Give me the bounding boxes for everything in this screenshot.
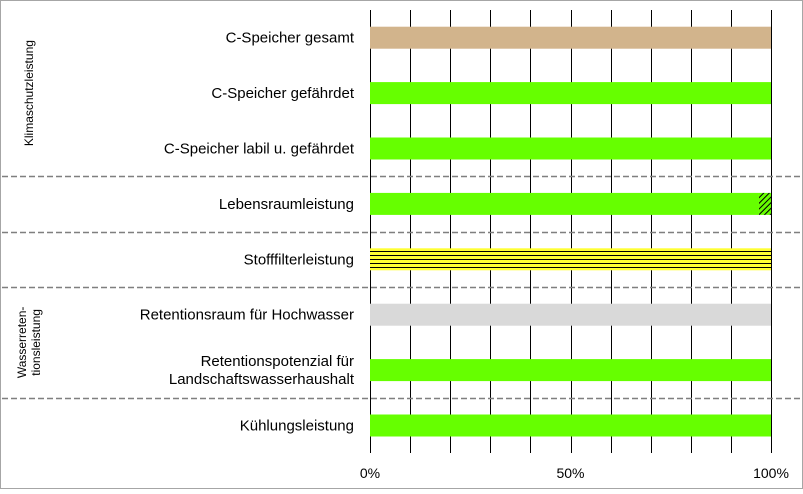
category-label: Lebensraumleistung	[219, 196, 354, 213]
group-label: Wasserreten-tionsleistung	[15, 307, 43, 379]
x-tick-label: 50%	[556, 465, 584, 481]
category-label: Retentionspotenzial für Landschaftswasser…	[169, 353, 355, 388]
bar-segment	[370, 359, 771, 382]
category-label: Retentionsraum für Hochwasser	[140, 307, 354, 324]
category-labels: C-Speicher gesamt C-Speicher gefährdet C-S…	[140, 30, 355, 435]
group-labels: Klimaschutzleistung Wasserreten-tionsleis…	[15, 40, 43, 378]
group-label: Klimaschutzleistung	[22, 40, 36, 146]
bar-segment	[370, 137, 771, 160]
bars	[370, 26, 771, 437]
category-label: Kühlungsleistung	[240, 418, 354, 435]
category-label: Stofffilterleistung	[244, 251, 354, 268]
bar-segment	[758, 192, 771, 215]
bar-segment	[370, 414, 771, 437]
bar-segment	[370, 303, 771, 326]
x-tick-label: 0%	[360, 465, 380, 481]
category-label: C-Speicher labil u. gefährdet	[164, 141, 355, 158]
bar-segment	[370, 82, 771, 105]
group-separators	[2, 175, 801, 400]
bar-segment	[370, 26, 771, 49]
category-label: C-Speicher gefährdet	[211, 85, 354, 102]
bar-segment	[370, 248, 771, 271]
bar-segment	[370, 192, 759, 215]
x-axis-tick-labels: 0% 50% 100%	[360, 465, 789, 481]
category-label: C-Speicher gesamt	[226, 30, 355, 47]
x-tick-label: 100%	[753, 465, 789, 481]
